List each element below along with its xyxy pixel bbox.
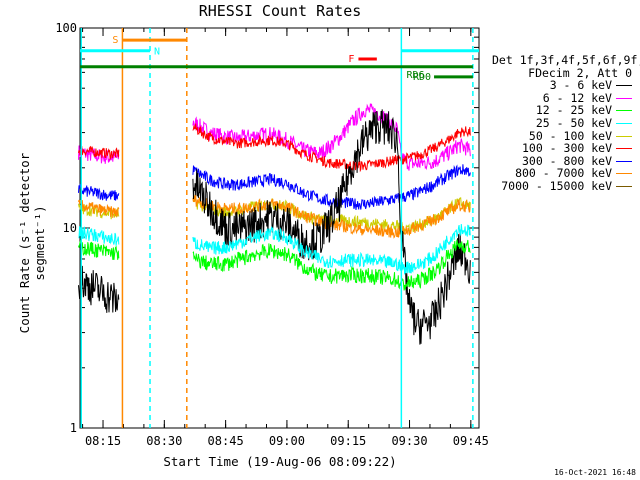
legend-swatch	[616, 122, 632, 124]
series-line	[192, 239, 471, 291]
series-line	[192, 223, 471, 275]
y-tick-label: 100	[55, 21, 77, 35]
y-tick-label: 1	[70, 421, 77, 435]
y-axis-label: Count Rate (s⁻¹ detector segment⁻¹)	[17, 152, 47, 334]
series-line	[78, 145, 120, 161]
legend-label: 25 - 50 keV	[535, 115, 612, 130]
legend-item: 100 - 300 keV	[492, 142, 632, 155]
legend: Det 1f,3f,4f,5f,6f,9f, FDecim 2, Att 0 3…	[492, 53, 640, 193]
legend-label: 800 - 7000 keV	[515, 166, 612, 181]
series-line	[78, 265, 120, 313]
legend-item: 12 - 25 keV	[492, 104, 632, 117]
x-tick-label: 09:30	[391, 434, 427, 448]
legend-item: 800 - 7000 keV	[492, 167, 632, 180]
chart-title: RHESSI Count Rates	[198, 2, 362, 20]
legend-swatch	[616, 135, 632, 137]
series-line	[192, 109, 471, 345]
flag-label-rd6: RD6	[406, 70, 424, 81]
series-line	[78, 199, 120, 218]
x-tick-label: 09:45	[453, 434, 489, 448]
series-line	[78, 240, 120, 260]
x-axis-label: Start Time (19-Aug-06 08:09:22)	[163, 454, 397, 469]
legend-swatch	[616, 97, 632, 99]
series-line	[78, 226, 120, 246]
footer-timestamp: 16-Oct-2021 16:48	[554, 468, 636, 477]
legend-swatch	[616, 173, 632, 175]
flag-label-rd0: RD0	[413, 72, 431, 83]
legend-swatch	[616, 110, 632, 112]
legend-swatch	[616, 85, 632, 87]
legend-item: 6 - 12 keV	[492, 90, 632, 105]
legend-item: 7000 - 15000 keV	[492, 180, 632, 193]
legend-label: 3 - 6 keV	[549, 78, 612, 93]
flag-label-f: F	[348, 54, 354, 65]
legend-label: 100 - 300 keV	[521, 141, 612, 156]
legend-swatch	[616, 148, 632, 150]
legend-swatch	[616, 160, 632, 162]
series-line	[192, 103, 471, 171]
legend-header-line-2: FDecim 2, Att 0	[528, 65, 632, 80]
legend-label: 50 - 100 keV	[528, 128, 612, 143]
legend-item: 50 - 100 keV	[492, 128, 632, 143]
legend-label: 12 - 25 keV	[535, 103, 612, 118]
legend-item: 3 - 6 keV	[492, 79, 632, 92]
flag-label-n: N	[154, 47, 160, 58]
series-line	[78, 183, 120, 201]
legend-swatch	[616, 185, 632, 187]
flag-label-s: S	[112, 35, 118, 46]
legend-label: 6 - 12 keV	[542, 90, 612, 105]
x-tick-label: 08:45	[208, 434, 244, 448]
legend-item: 25 - 50 keV	[492, 117, 632, 130]
series-line	[192, 123, 471, 173]
x-tick-label: 08:30	[146, 434, 182, 448]
x-tick-label: 09:15	[330, 434, 366, 448]
x-tick-label: 08:15	[85, 434, 121, 448]
legend-label: 7000 - 15000 keV	[501, 178, 612, 193]
legend-header-line-1: Det 1f,3f,4f,5f,6f,9f,	[492, 53, 640, 67]
legend-item: 300 - 800 keV	[492, 153, 632, 168]
legend-label: 300 - 800 keV	[521, 153, 612, 168]
x-tick-label: 09:00	[269, 434, 305, 448]
y-tick-label: 10	[63, 221, 77, 235]
